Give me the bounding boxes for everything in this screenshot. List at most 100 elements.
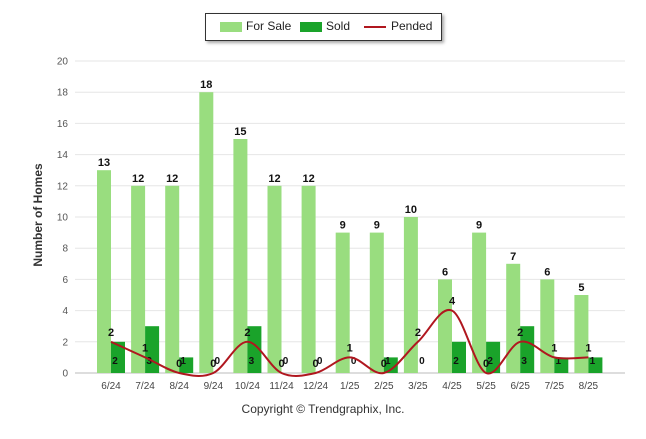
x-tick-label: 4/25: [442, 381, 462, 392]
data-label-for-sale: 12: [166, 173, 178, 185]
data-label-pended: 1: [142, 342, 148, 354]
bar-sold: [486, 341, 501, 373]
data-label-sold: 2: [453, 356, 459, 367]
bar-sold: [111, 341, 125, 373]
bar-sold: [452, 341, 466, 373]
y-tick-label: 18: [57, 88, 69, 99]
data-label-sold: 0: [419, 356, 425, 367]
legend-swatch-pended: [364, 26, 386, 28]
data-label-sold: 0: [283, 356, 289, 367]
bar-sold: [145, 326, 160, 373]
data-label-for-sale: 15: [234, 126, 246, 138]
data-label-sold: 3: [521, 356, 527, 367]
x-tick-label: 8/24: [169, 381, 189, 392]
bar-for-sale: [506, 263, 521, 373]
data-label-pended: 0: [176, 358, 182, 370]
data-label-pended: 2: [108, 327, 114, 339]
data-label-for-sale: 6: [442, 266, 448, 278]
y-tick-label: 4: [62, 306, 68, 317]
x-tick-label: 8/25: [579, 381, 599, 392]
bar-for-sale: [301, 185, 316, 373]
legend-label-pended: Pended: [391, 19, 433, 33]
data-label-sold: 1: [385, 356, 391, 367]
data-label-sold: 3: [146, 356, 152, 367]
data-label-for-sale: 9: [476, 220, 482, 232]
y-tick-label: 20: [57, 57, 69, 68]
legend-swatch-sold: [300, 22, 322, 32]
data-label-for-sale: 12: [132, 173, 144, 185]
data-label-for-sale: 6: [544, 266, 550, 278]
bar-sold: [520, 326, 535, 373]
x-tick-label: 2/25: [374, 381, 394, 392]
y-tick-label: 8: [62, 244, 68, 255]
bar-for-sale: [131, 185, 146, 373]
data-label-pended: 2: [244, 327, 250, 339]
bar-for-sale: [369, 232, 384, 373]
data-label-pended: 2: [415, 327, 421, 339]
bar-for-sale: [438, 279, 452, 373]
data-label-sold: 0: [215, 356, 221, 367]
data-label-for-sale: 13: [98, 157, 110, 169]
bar-for-sale: [165, 185, 180, 373]
data-label-sold: 1: [180, 356, 186, 367]
bar-for-sale: [574, 295, 589, 373]
x-tick-label: 6/25: [510, 381, 530, 392]
data-label-sold: 0: [351, 356, 357, 367]
data-label-for-sale: 12: [302, 173, 314, 185]
legend-swatch-for-sale: [220, 22, 242, 32]
data-label-for-sale: 12: [268, 173, 280, 185]
x-tick-label: 12/24: [303, 381, 328, 392]
data-label-sold: 0: [317, 356, 323, 367]
bar-for-sale: [199, 92, 214, 373]
copyright-footer: Copyright © Trendgraphix, Inc.: [241, 402, 405, 416]
y-tick-label: 2: [62, 337, 68, 348]
data-label-pended: 0: [381, 358, 387, 370]
data-label-pended: 0: [278, 358, 284, 370]
y-tick-label: 12: [57, 181, 69, 192]
bar-for-sale: [267, 185, 282, 373]
data-label-pended: 1: [585, 342, 591, 354]
line-pended: [110, 309, 589, 377]
bar-sold: [247, 326, 262, 373]
data-label-for-sale: 9: [374, 220, 380, 232]
x-tick-label: 7/24: [135, 381, 155, 392]
legend: For Sale Sold Pended: [205, 13, 442, 41]
x-tick-label: 9/24: [204, 381, 224, 392]
x-tick-label: 11/24: [269, 381, 294, 392]
data-label-sold: 1: [590, 356, 596, 367]
bar-sold: [554, 357, 569, 373]
y-tick-label: 0: [62, 369, 68, 380]
x-tick-label: 6/24: [101, 381, 121, 392]
bar-for-sale: [540, 279, 555, 373]
data-label-for-sale: 10: [405, 204, 417, 216]
legend-label-sold: Sold: [326, 19, 351, 33]
data-label-pended: 0: [210, 358, 216, 370]
data-label-sold: 3: [249, 356, 255, 367]
data-label-for-sale: 7: [510, 251, 516, 263]
data-label-pended: 0: [313, 358, 319, 370]
bar-for-sale: [403, 217, 418, 373]
x-tick-label: 7/25: [545, 381, 565, 392]
data-label-for-sale: 5: [578, 282, 584, 294]
y-tick-label: 10: [57, 213, 69, 224]
x-tick-label: 1/25: [340, 381, 360, 392]
data-label-for-sale: 9: [340, 220, 346, 232]
x-tick-label: 10/24: [235, 381, 260, 392]
data-label-pended: 1: [347, 342, 353, 354]
y-tick-label: 14: [57, 150, 69, 161]
y-tick-label: 6: [62, 275, 68, 286]
data-label-sold: 2: [487, 356, 493, 367]
data-label-pended: 1: [551, 342, 557, 354]
bar-for-sale: [335, 232, 350, 373]
legend-label-for-sale: For Sale: [246, 19, 292, 33]
x-tick-label: 5/25: [476, 381, 496, 392]
data-label-pended: 2: [517, 327, 523, 339]
bar-for-sale: [472, 232, 487, 373]
bar-sold: [588, 357, 603, 373]
bar-for-sale: [97, 170, 111, 373]
x-tick-label: 3/25: [408, 381, 428, 392]
data-label-sold: 1: [556, 356, 562, 367]
data-label-for-sale: 18: [200, 79, 212, 91]
